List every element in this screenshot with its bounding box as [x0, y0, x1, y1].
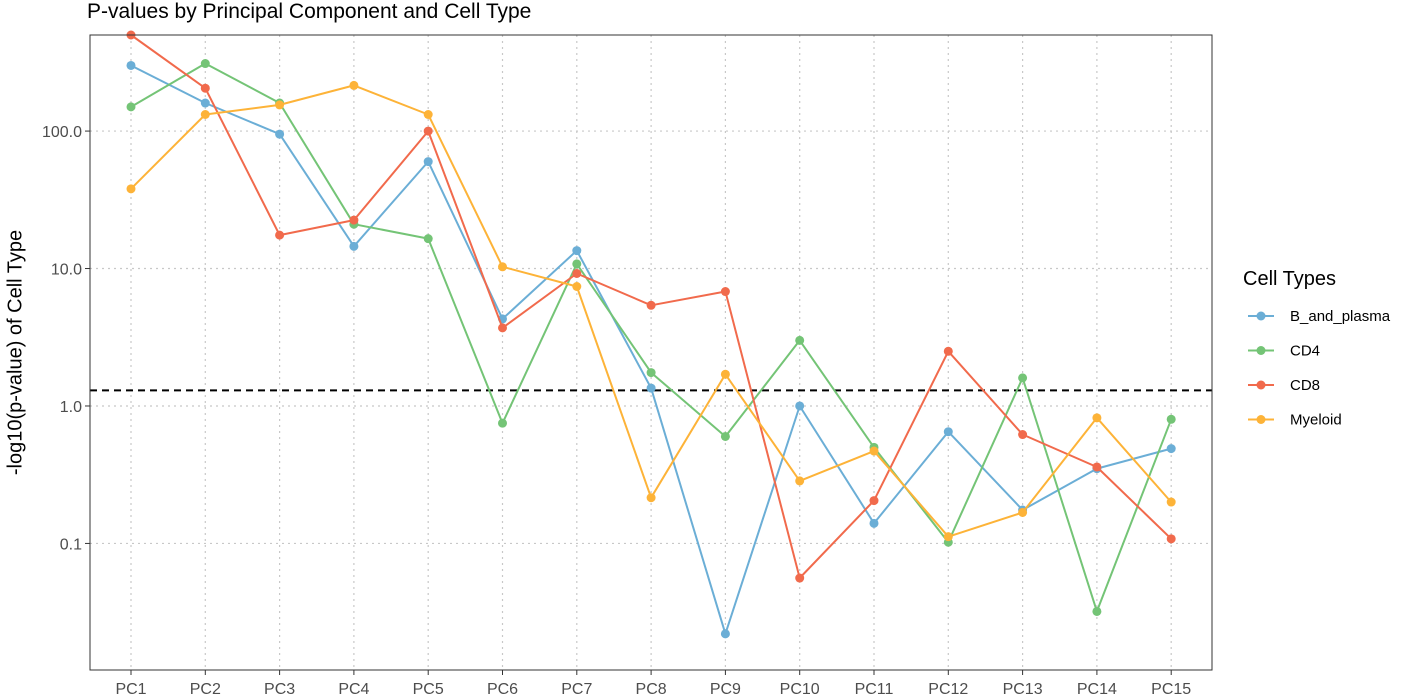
x-tick-label: PC1 [115, 681, 146, 695]
legend-key-point [1256, 415, 1266, 424]
x-tick-label: PC3 [264, 681, 295, 695]
series-cd8 [126, 30, 1176, 583]
data-point-b-and-plasma [1166, 444, 1176, 454]
data-point-cd8 [572, 269, 582, 279]
data-point-cd8 [200, 83, 210, 93]
data-point-myeloid [720, 369, 730, 379]
legend-label: B_and_plasma [1290, 308, 1391, 325]
data-point-b-and-plasma [869, 518, 879, 528]
data-point-myeloid [1018, 507, 1028, 517]
legend-title: Cell Types [1243, 268, 1336, 290]
data-point-myeloid [943, 532, 953, 542]
series-myeloid [126, 80, 1176, 542]
y-axis-title: -log10(p-value) of Cell Type [4, 230, 26, 475]
legend-key-point [1256, 346, 1266, 355]
data-point-cd4 [572, 259, 582, 269]
legend-item: B_and_plasma [1248, 308, 1391, 325]
data-point-b-and-plasma [349, 241, 359, 251]
data-point-b-and-plasma [275, 129, 285, 139]
x-tick-label: PC14 [1077, 681, 1117, 695]
data-point-cd8 [1166, 534, 1176, 544]
legend-key-point [1256, 311, 1266, 321]
y-tick-label: 10.0 [51, 262, 82, 279]
data-point-myeloid [795, 476, 805, 486]
x-tick-label: PC13 [1003, 681, 1043, 695]
data-point-b-and-plasma [943, 427, 953, 437]
data-point-myeloid [200, 110, 210, 120]
series-b-and-plasma [126, 60, 1176, 639]
data-point-b-and-plasma [126, 60, 136, 70]
x-tick-label: PC5 [413, 681, 444, 695]
legend-label: CD4 [1290, 343, 1320, 360]
x-tick-label: PC11 [855, 681, 894, 695]
data-point-cd8 [795, 573, 805, 583]
data-point-cd4 [423, 234, 433, 244]
data-point-cd8 [423, 126, 433, 136]
data-point-myeloid [423, 110, 433, 120]
legend-item: CD4 [1248, 343, 1320, 360]
x-tick-label: PC15 [1151, 681, 1191, 695]
x-tick-label: PC12 [928, 681, 968, 695]
data-point-cd8 [869, 496, 879, 506]
x-tick-label: PC4 [338, 681, 369, 695]
data-point-myeloid [1166, 497, 1176, 507]
x-axis: PC1 PC2 PC3 PC4 PC5 PC6 PC7 PC8 PC9 PC10 PC11 PC12 P… [115, 670, 1191, 698]
legend-key-point [1256, 380, 1266, 390]
data-point-myeloid [646, 493, 656, 503]
data-point-cd8 [1018, 430, 1028, 440]
data-point-b-and-plasma [720, 629, 730, 639]
data-point-cd4 [1018, 373, 1028, 383]
legend-item: CD8 [1248, 377, 1320, 394]
data-point-b-and-plasma [423, 157, 433, 167]
data-point-cd4 [1092, 606, 1102, 616]
data-point-b-and-plasma [795, 401, 805, 411]
legend-items: B_and_plasma CD4 CD8 Myeloid [1248, 308, 1391, 429]
data-point-cd4 [498, 418, 507, 428]
data-point-b-and-plasma [646, 383, 656, 393]
y-tick-label: 100.0 [42, 124, 82, 141]
data-point-cd8 [646, 300, 656, 310]
data-point-b-and-plasma [200, 98, 210, 108]
plot-border [89, 34, 1213, 671]
data-point-cd8 [720, 287, 730, 297]
series-cd4 [126, 59, 1176, 616]
y-axis: 0.1 1.0 10.0 100.0 [42, 124, 90, 553]
chart-title: P-values by Principal Component and Cell… [87, 0, 531, 23]
data-point-cd8 [943, 346, 953, 356]
x-tick-label: PC6 [487, 681, 518, 695]
data-point-myeloid [869, 446, 879, 456]
data-point-cd8 [1092, 462, 1102, 472]
data-point-b-and-plasma [572, 246, 582, 256]
x-tick-label: PC8 [636, 681, 667, 695]
data-point-cd4 [1166, 414, 1176, 424]
data-point-myeloid [1092, 413, 1102, 423]
legend-label: CD8 [1290, 377, 1320, 394]
data-point-cd4 [795, 335, 805, 345]
legend-label: Myeloid [1290, 412, 1342, 429]
data-point-myeloid [498, 262, 507, 272]
data-point-cd8 [349, 215, 359, 225]
data-point-cd4 [126, 102, 136, 112]
data-point-cd8 [275, 230, 285, 240]
data-point-myeloid [572, 282, 582, 292]
x-tick-label: PC7 [561, 681, 592, 695]
data-point-cd4 [720, 431, 730, 441]
data-point-myeloid [275, 100, 285, 110]
data-point-myeloid [349, 80, 359, 90]
legend: Cell Types B_and_plasma CD4 CD8 Myeloid [1243, 268, 1391, 429]
data-point-myeloid [126, 184, 136, 194]
data-point-cd4 [200, 59, 210, 69]
data-point-cd8 [498, 323, 507, 333]
legend-item: Myeloid [1248, 412, 1342, 429]
y-tick-label: 1.0 [60, 399, 82, 416]
y-tick-label: 0.1 [60, 536, 82, 553]
x-tick-label: PC9 [710, 681, 741, 695]
grid-layer [90, 35, 1212, 670]
x-tick-label: PC10 [780, 681, 820, 695]
data-point-cd4 [646, 368, 656, 378]
x-tick-label: PC2 [190, 681, 221, 695]
series-layer [126, 30, 1176, 639]
